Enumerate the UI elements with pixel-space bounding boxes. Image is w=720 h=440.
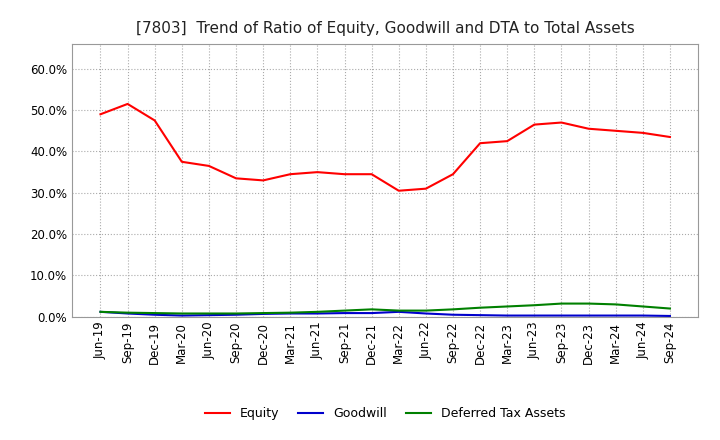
Goodwill xyxy=(584,313,593,318)
Deferred Tax Assets xyxy=(150,311,159,316)
Equity xyxy=(150,118,159,123)
Deferred Tax Assets xyxy=(286,310,294,315)
Equity xyxy=(584,126,593,132)
Line: Deferred Tax Assets: Deferred Tax Assets xyxy=(101,304,670,313)
Equity xyxy=(341,172,349,177)
Deferred Tax Assets xyxy=(341,308,349,313)
Equity xyxy=(665,134,674,139)
Goodwill xyxy=(611,313,620,318)
Goodwill xyxy=(449,312,457,317)
Equity xyxy=(530,122,539,127)
Legend: Equity, Goodwill, Deferred Tax Assets: Equity, Goodwill, Deferred Tax Assets xyxy=(200,402,570,425)
Deferred Tax Assets xyxy=(313,309,322,315)
Goodwill xyxy=(259,311,268,316)
Equity xyxy=(395,188,403,193)
Equity xyxy=(611,128,620,133)
Goodwill xyxy=(395,309,403,315)
Line: Equity: Equity xyxy=(101,104,670,191)
Goodwill xyxy=(178,313,186,318)
Deferred Tax Assets xyxy=(204,311,213,316)
Deferred Tax Assets xyxy=(449,307,457,312)
Title: [7803]  Trend of Ratio of Equity, Goodwill and DTA to Total Assets: [7803] Trend of Ratio of Equity, Goodwil… xyxy=(136,21,634,36)
Equity xyxy=(639,130,647,136)
Deferred Tax Assets xyxy=(421,308,430,313)
Deferred Tax Assets xyxy=(503,304,511,309)
Goodwill xyxy=(367,311,376,316)
Equity xyxy=(367,172,376,177)
Goodwill xyxy=(96,309,105,315)
Deferred Tax Assets xyxy=(476,305,485,310)
Goodwill xyxy=(421,311,430,316)
Goodwill xyxy=(665,313,674,319)
Deferred Tax Assets xyxy=(123,310,132,315)
Goodwill xyxy=(503,313,511,318)
Equity xyxy=(96,112,105,117)
Goodwill xyxy=(639,313,647,318)
Deferred Tax Assets xyxy=(395,308,403,313)
Goodwill xyxy=(232,312,240,317)
Equity xyxy=(286,172,294,177)
Deferred Tax Assets xyxy=(611,302,620,307)
Goodwill xyxy=(150,312,159,317)
Goodwill xyxy=(557,313,566,318)
Deferred Tax Assets xyxy=(665,306,674,311)
Equity xyxy=(232,176,240,181)
Deferred Tax Assets xyxy=(259,311,268,316)
Deferred Tax Assets xyxy=(367,307,376,312)
Equity xyxy=(204,163,213,169)
Goodwill xyxy=(476,312,485,318)
Equity xyxy=(313,169,322,175)
Equity xyxy=(557,120,566,125)
Line: Goodwill: Goodwill xyxy=(101,312,670,316)
Equity xyxy=(503,139,511,144)
Deferred Tax Assets xyxy=(639,304,647,309)
Equity xyxy=(259,178,268,183)
Deferred Tax Assets xyxy=(584,301,593,306)
Goodwill xyxy=(286,311,294,316)
Goodwill xyxy=(530,313,539,318)
Deferred Tax Assets xyxy=(178,311,186,316)
Deferred Tax Assets xyxy=(557,301,566,306)
Goodwill xyxy=(341,311,349,316)
Deferred Tax Assets xyxy=(530,303,539,308)
Equity xyxy=(421,186,430,191)
Equity xyxy=(476,140,485,146)
Goodwill xyxy=(123,311,132,316)
Goodwill xyxy=(204,312,213,318)
Deferred Tax Assets xyxy=(96,309,105,315)
Deferred Tax Assets xyxy=(232,311,240,316)
Goodwill xyxy=(313,311,322,316)
Equity xyxy=(123,101,132,106)
Equity xyxy=(449,172,457,177)
Equity xyxy=(178,159,186,165)
